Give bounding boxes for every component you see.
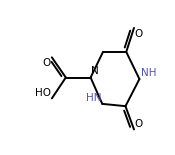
- Text: NH: NH: [141, 68, 156, 78]
- Text: O: O: [135, 119, 143, 129]
- Text: O: O: [43, 58, 51, 68]
- Text: N: N: [91, 66, 99, 76]
- Text: HO: HO: [35, 88, 51, 98]
- Text: O: O: [135, 29, 143, 39]
- Text: HN: HN: [86, 93, 101, 103]
